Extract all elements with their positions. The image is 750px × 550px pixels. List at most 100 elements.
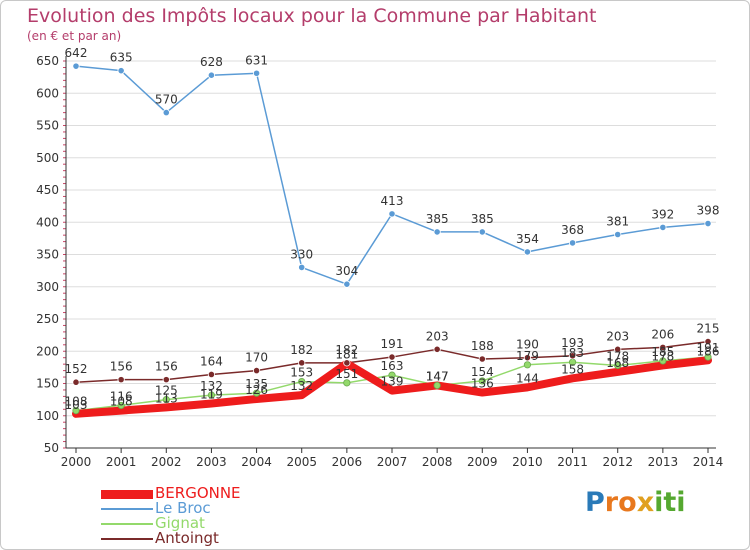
logo-letter: i — [654, 487, 664, 518]
logo-letter: o — [618, 487, 637, 518]
x-tick-label: 2002 — [151, 455, 182, 469]
data-label-le-broc: 304 — [335, 264, 358, 278]
data-label-gignat: 185 — [651, 345, 674, 359]
x-tick-label: 2008 — [422, 455, 453, 469]
data-label-le-broc: 628 — [200, 55, 223, 69]
data-label-gignat: 151 — [335, 367, 358, 381]
y-tick-label: 450 — [36, 183, 59, 197]
data-label-antoingt: 203 — [606, 329, 629, 343]
data-point-le-broc — [659, 223, 667, 232]
data-point-le-broc — [298, 263, 306, 271]
data-label-le-broc: 392 — [651, 207, 674, 221]
y-tick-label: 600 — [36, 86, 59, 100]
x-tick-label: 2009 — [467, 455, 498, 469]
y-tick-label: 350 — [36, 248, 59, 262]
data-label-antoingt: 203 — [426, 329, 449, 343]
data-label-bergonne: 147 — [426, 369, 449, 383]
data-point-le-broc — [614, 230, 622, 239]
data-label-le-broc: 381 — [606, 215, 629, 229]
legend-label-gignat: Gignat — [155, 514, 205, 532]
data-label-bergonne: 139 — [381, 375, 404, 389]
y-tick-label: 150 — [36, 377, 59, 391]
logo-letter: r — [604, 487, 619, 518]
y-tick-label: 200 — [36, 344, 59, 358]
data-point-le-broc — [433, 228, 441, 236]
legend-swatch-bergonne — [101, 490, 153, 499]
data-label-antoingt: 152 — [65, 362, 88, 376]
data-label-antoingt: 191 — [381, 337, 404, 351]
data-label-le-broc: 413 — [381, 194, 404, 208]
logo-letter: P — [585, 487, 605, 518]
logo-letter: i — [676, 487, 686, 518]
data-point-gignat — [659, 357, 667, 365]
series-line-bergonne — [72, 356, 712, 418]
data-label-le-broc: 570 — [155, 93, 178, 107]
y-tick-label: 650 — [36, 54, 59, 68]
data-label-le-broc: 385 — [471, 212, 494, 226]
data-point-le-broc — [343, 280, 351, 288]
x-tick-label: 2010 — [512, 455, 543, 469]
data-label-antoingt: 164 — [200, 354, 223, 368]
data-label-gignat: 163 — [381, 359, 404, 373]
legend-swatch-gignat — [101, 523, 153, 525]
data-point-antoingt — [207, 370, 216, 379]
data-point-gignat — [704, 353, 712, 361]
data-label-gignat: 153 — [290, 366, 313, 380]
data-point-antoingt — [117, 376, 125, 384]
y-tick-label: 300 — [36, 280, 59, 294]
data-point-antoingt — [162, 376, 170, 384]
data-point-gignat — [252, 389, 261, 397]
legend-label-le-broc: Le Broc — [155, 499, 211, 517]
data-point-antoingt — [659, 343, 667, 351]
data-label-antoingt: 215 — [697, 322, 720, 336]
data-label-le-broc: 631 — [245, 53, 268, 67]
data-label-bergonne: 103 — [65, 398, 88, 412]
data-label-gignat: 178 — [606, 349, 629, 363]
data-label-le-broc: 398 — [697, 204, 720, 218]
data-point-gignat — [117, 401, 125, 410]
data-point-antoingt — [478, 355, 486, 363]
data-label-le-broc: 354 — [516, 232, 539, 246]
data-point-gignat — [614, 361, 622, 370]
data-label-bergonne: 168 — [606, 356, 629, 370]
data-point-antoingt — [388, 353, 396, 361]
data-label-gignat: 179 — [516, 349, 539, 363]
y-tick-label: 500 — [36, 151, 59, 165]
data-point-le-broc — [162, 109, 170, 117]
x-tick-label: 2007 — [377, 455, 408, 469]
data-point-antoingt — [298, 359, 306, 367]
y-tick-label: 100 — [36, 409, 59, 423]
data-label-le-broc: 368 — [561, 223, 584, 237]
data-label-gignat: 191 — [697, 341, 720, 355]
data-point-antoingt — [72, 378, 80, 386]
data-label-gignat: 108 — [65, 395, 88, 409]
data-point-gignat — [72, 406, 80, 415]
data-label-gignat: 132 — [200, 379, 223, 393]
x-tick-label: 2000 — [61, 455, 92, 469]
data-label-bergonne: 113 — [155, 391, 178, 405]
data-label-gignat: 154 — [471, 365, 494, 379]
data-label-le-broc: 635 — [110, 51, 133, 65]
data-point-gignat — [207, 391, 216, 399]
x-tick-label: 2012 — [602, 455, 633, 469]
data-point-gignat — [433, 381, 441, 390]
y-tick-label: 250 — [36, 312, 59, 326]
data-point-gignat — [388, 371, 396, 379]
x-tick-label: 2005 — [286, 455, 317, 469]
data-point-le-broc — [117, 67, 125, 75]
x-tick-label: 2011 — [557, 455, 588, 469]
data-label-gignat: 135 — [245, 377, 268, 391]
data-point-le-broc — [252, 69, 261, 77]
logo-letter: x — [636, 487, 655, 518]
data-point-gignat — [162, 396, 170, 404]
legend-swatch-antoingt — [101, 538, 153, 540]
data-label-gignat: 183 — [561, 346, 584, 360]
data-label-bergonne: 178 — [651, 349, 674, 363]
x-tick-label: 2001 — [106, 455, 137, 469]
data-label-bergonne: 144 — [516, 371, 539, 385]
data-point-antoingt — [704, 337, 712, 346]
chart-subtitle: (en € et par an) — [27, 29, 122, 43]
x-tick-label: 2006 — [332, 455, 363, 469]
data-label-antoingt: 170 — [245, 351, 268, 365]
y-tick-label: 550 — [36, 119, 59, 133]
